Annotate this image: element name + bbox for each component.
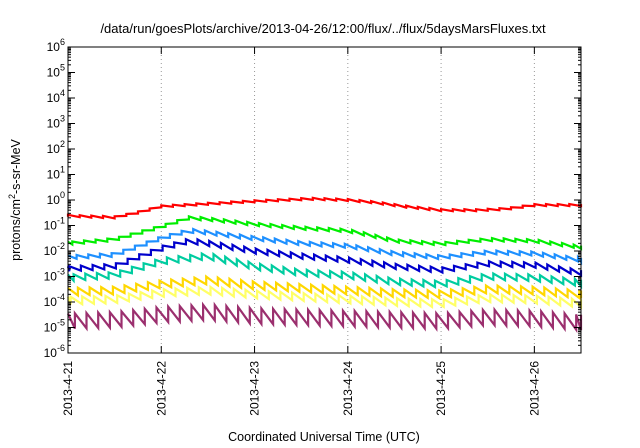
y-tick-exponent: -4 xyxy=(57,292,65,302)
x-tick-label: 2013-4-22 xyxy=(154,361,168,416)
y-axis: 10-610-510-410-310-210-11001011021031041… xyxy=(44,37,581,360)
y-tick-exponent: 1 xyxy=(60,165,65,175)
y-tick-base: 10 xyxy=(47,117,61,131)
y-tick-exponent: 4 xyxy=(60,88,65,98)
y-tick-label: 105 xyxy=(47,63,65,80)
series-line xyxy=(66,237,583,278)
y-tick-base: 10 xyxy=(47,168,61,182)
series-layer xyxy=(66,196,583,334)
y-tick-exponent: 3 xyxy=(60,114,65,124)
series-line xyxy=(67,227,583,266)
y-tick-base: 10 xyxy=(44,346,58,360)
series-line xyxy=(67,251,583,290)
y-tick-base: 10 xyxy=(44,321,58,335)
y-axis-title-main: protons/cm xyxy=(9,199,23,261)
y-tick-label: 103 xyxy=(47,114,65,131)
y-tick-exponent: -2 xyxy=(57,241,65,251)
y-tick-label: 10-1 xyxy=(44,216,65,233)
y-tick-label: 104 xyxy=(47,88,65,105)
x-tick-label: 2013-4-26 xyxy=(527,361,541,416)
y-tick-base: 10 xyxy=(47,40,61,54)
y-tick-label: 10-5 xyxy=(44,318,65,335)
series-line xyxy=(66,196,583,220)
y-tick-label: 106 xyxy=(47,37,65,54)
y-tick-exponent: -6 xyxy=(57,343,65,353)
y-tick-label: 102 xyxy=(47,139,65,156)
series-line xyxy=(66,301,583,334)
y-tick-base: 10 xyxy=(44,219,58,233)
y-axis-title-sup: 2 xyxy=(7,194,17,199)
x-tick-label: 2013-4-24 xyxy=(341,361,355,416)
y-tick-base: 10 xyxy=(44,244,58,258)
y-tick-label: 10-3 xyxy=(44,267,65,284)
y-tick-exponent: -3 xyxy=(57,267,65,277)
x-tick-label: 2013-4-25 xyxy=(434,361,448,416)
y-tick-base: 10 xyxy=(47,193,61,207)
y-tick-label: 10-4 xyxy=(44,292,65,309)
chart-title: /data/run/goesPlots/archive/2013-04-26/1… xyxy=(100,21,546,36)
y-tick-exponent: -5 xyxy=(57,318,65,328)
y-tick-exponent: 6 xyxy=(60,37,65,47)
y-tick-exponent: 5 xyxy=(60,63,65,73)
x-tick-label: 2013-4-21 xyxy=(61,361,75,416)
series-line xyxy=(67,214,583,251)
y-tick-label: 10-2 xyxy=(44,241,65,258)
y-tick-base: 10 xyxy=(47,66,61,80)
y-tick-base: 10 xyxy=(47,142,61,156)
y-tick-base: 10 xyxy=(47,91,61,105)
y-tick-exponent: 0 xyxy=(60,190,65,200)
x-axis: 2013-4-21 2013-4-22 2013-4-23 2013-4-24 2013… xyxy=(61,47,541,416)
y-tick-base: 10 xyxy=(44,270,58,284)
series-line xyxy=(66,284,583,310)
series-line xyxy=(67,274,583,301)
x-tick-label: 2013-4-23 xyxy=(248,361,262,416)
y-tick-label: 101 xyxy=(47,165,65,182)
y-tick-label: 10-6 xyxy=(44,343,65,360)
y-tick-exponent: 2 xyxy=(60,139,65,149)
x-axis-title: Coordinated Universal Time (UTC) xyxy=(228,430,420,444)
y-tick-base: 10 xyxy=(44,295,58,309)
y-tick-exponent: -1 xyxy=(57,216,65,226)
y-axis-title-rest: -s-sr-MeV xyxy=(9,138,23,194)
y-axis-title: protons/cm2-s-sr-MeV xyxy=(7,138,23,260)
y-tick-label: 100 xyxy=(47,190,65,207)
